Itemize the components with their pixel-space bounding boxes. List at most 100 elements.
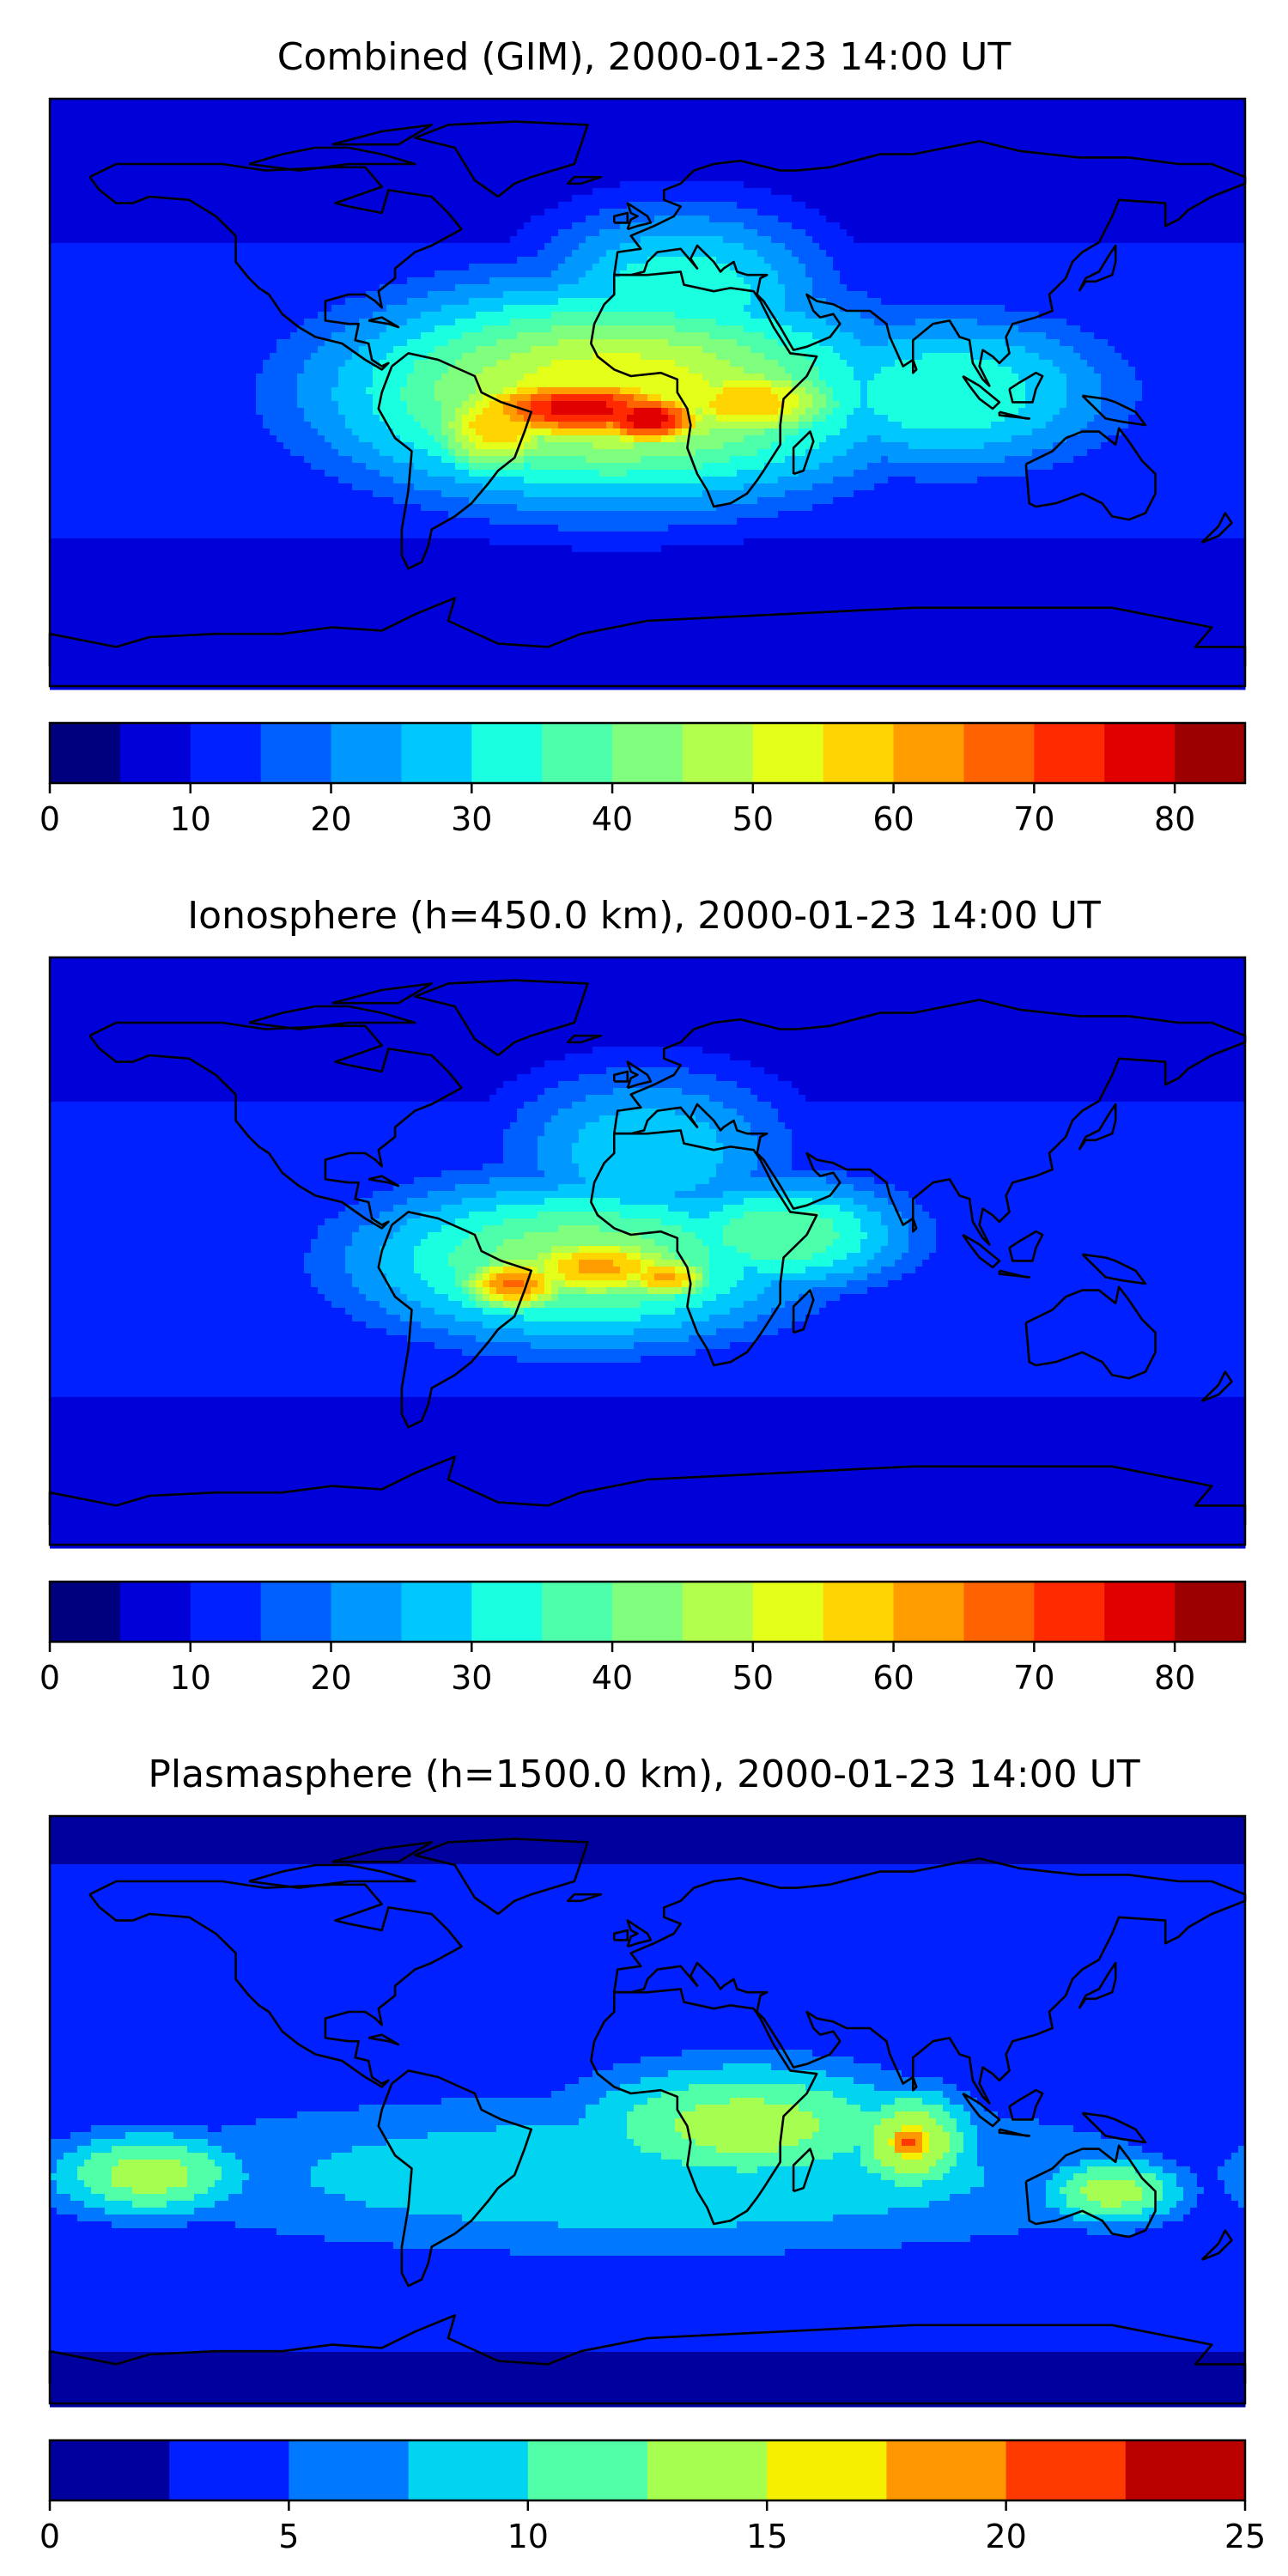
- coastline: [962, 374, 1001, 410]
- colorbar-swatch: [50, 2440, 170, 2500]
- map-title: Ionosphere (h=450.0 km), 2000-01-23 14:0…: [0, 895, 1288, 938]
- coastline: [48, 597, 1247, 667]
- colorbar-swatch: [471, 1582, 543, 1642]
- map-frame: [48, 1814, 1247, 2405]
- colorbar-swatch: [169, 2440, 289, 2500]
- coastline: [613, 999, 1247, 1246]
- coastline: [1200, 512, 1233, 544]
- coastline: [377, 352, 532, 570]
- colorbar-swatch: [612, 1582, 683, 1642]
- coastline: [962, 1233, 1001, 1269]
- colorbar-swatch: [1034, 723, 1105, 783]
- coastline: [590, 1988, 818, 2226]
- colorbar-swatch: [50, 723, 121, 783]
- coastline: [88, 1021, 463, 1230]
- colorbar-tick-label: 50: [732, 1659, 774, 1697]
- coastline: [1081, 394, 1147, 427]
- colorbar-tick-label: 20: [985, 2518, 1026, 2555]
- coastline: [414, 979, 589, 1057]
- colorbar-tick-label: 70: [1013, 1659, 1054, 1697]
- coastline: [590, 1129, 818, 1367]
- colorbar-tick-label: 60: [872, 1659, 914, 1697]
- colorbar-tick-label: 0: [39, 2518, 60, 2555]
- coastline: [1024, 2144, 1157, 2239]
- coastline: [1078, 1103, 1117, 1151]
- colorbar-swatch: [612, 723, 683, 783]
- coastline: [613, 1857, 1247, 2105]
- colorbar-tick-label: 80: [1154, 1659, 1195, 1697]
- coastline: [626, 202, 653, 231]
- colorbar-tick-label: 40: [592, 1659, 633, 1697]
- coastline: [368, 2033, 400, 2046]
- map-frame: [48, 956, 1247, 1546]
- coastline: [998, 1269, 1030, 1279]
- coastline: [1078, 1961, 1117, 2009]
- coastline: [912, 359, 918, 374]
- coastline: [566, 1034, 603, 1044]
- coastline: [248, 1863, 416, 1889]
- colorbar-tick-label: 15: [746, 2518, 787, 2555]
- coastline: [626, 1919, 653, 1948]
- coastline: [248, 1005, 416, 1030]
- colorbar-tick-label: 10: [507, 2518, 549, 2555]
- colorbar-swatch: [408, 2440, 529, 2500]
- coastlines: [48, 1838, 1247, 2385]
- colorbar-swatch: [767, 2440, 887, 2500]
- coastline: [998, 2128, 1030, 2137]
- colorbar-swatch: [401, 723, 472, 783]
- map-plasmasphere: [48, 1814, 1247, 2408]
- coastline: [792, 430, 815, 476]
- colorbar-frame: [48, 2439, 1247, 2502]
- colorbar-swatch: [893, 1582, 964, 1642]
- coastline: [912, 1218, 918, 1233]
- coastline: [48, 1455, 1247, 1526]
- colorbar-swatch: [963, 723, 1035, 783]
- colorbar-swatch: [1175, 723, 1246, 783]
- colorbar-plasmasphere: 0 5 10 15 20 25: [39, 2439, 1266, 2555]
- colorbar-swatch: [260, 723, 332, 783]
- colorbar-swatch: [1034, 1582, 1105, 1642]
- colorbar-swatch: [1104, 723, 1176, 783]
- coastline: [88, 1880, 463, 2088]
- coastline: [1200, 1370, 1233, 1403]
- colorbar-swatch: [682, 1582, 754, 1642]
- colorbar-frame: [48, 1580, 1247, 1643]
- map-ionosphere: [48, 956, 1247, 1549]
- colorbar-tick-label: 0: [39, 800, 60, 838]
- coastline: [1078, 244, 1117, 292]
- colorbar-swatch: [542, 723, 613, 783]
- coastline: [566, 175, 603, 185]
- colorbar-swatch: [682, 723, 754, 783]
- colorbar-swatch: [190, 723, 262, 783]
- map-title: Plasmasphere (h=1500.0 km), 2000-01-23 1…: [0, 1753, 1288, 1796]
- coastline: [1024, 427, 1157, 521]
- coastline: [331, 1841, 433, 1863]
- coastline: [912, 2076, 918, 2092]
- colorbar-tick-label: 30: [451, 1659, 492, 1697]
- colorbar-swatch: [823, 723, 895, 783]
- colorbar-swatch: [331, 723, 402, 783]
- colorbar-tick-label: 60: [872, 800, 914, 838]
- coastline: [1008, 2088, 1044, 2121]
- coastline: [414, 120, 589, 198]
- coastline: [1024, 1285, 1157, 1380]
- colorbar-swatch: [331, 1582, 402, 1642]
- colorbar-swatch: [289, 2440, 410, 2500]
- colorbar-ionosphere: 0 10 20 30 40 50 60 70 80: [39, 1580, 1247, 1697]
- colorbar-swatch: [50, 1582, 121, 1642]
- colorbar-swatch: [886, 2440, 1007, 2500]
- coastline: [1081, 1253, 1147, 1285]
- coastline: [792, 2148, 815, 2193]
- colorbar-swatch: [527, 2440, 648, 2500]
- coastline: [613, 1929, 629, 1941]
- colorbar-swatch: [119, 1582, 191, 1642]
- coastline: [998, 410, 1030, 420]
- map-frame: [48, 97, 1247, 688]
- coastline: [48, 2314, 1247, 2385]
- colorbar-tick-label: 80: [1154, 800, 1195, 838]
- coastline: [331, 982, 433, 1005]
- colorbar-swatch: [190, 1582, 262, 1642]
- colorbar-tick-label: 5: [278, 2518, 299, 2555]
- colorbar-tick-label: 0: [39, 1659, 60, 1697]
- coastlines: [48, 120, 1247, 667]
